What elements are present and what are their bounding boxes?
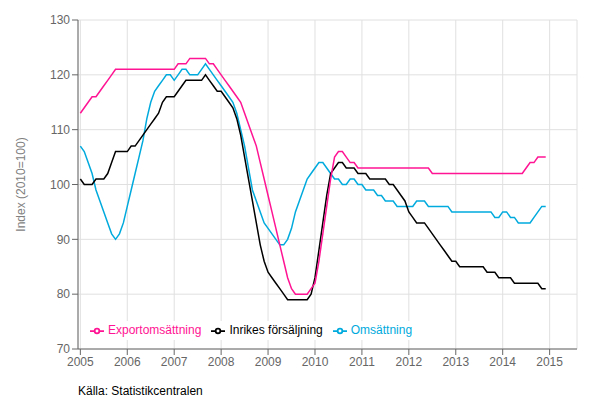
svg-text:2013: 2013 — [442, 355, 469, 369]
html-text:Exportomsättning: Exportomsättning — [108, 323, 202, 337]
svg-text:2006: 2006 — [114, 355, 141, 369]
svg-text:2012: 2012 — [395, 355, 422, 369]
svg-text:130: 130 — [50, 13, 70, 27]
svg-text:2008: 2008 — [208, 355, 235, 369]
svg-text:2011: 2011 — [349, 355, 375, 369]
svg-text:100: 100 — [50, 178, 70, 192]
svg-text:2005: 2005 — [67, 355, 94, 369]
svg-text:120: 120 — [50, 68, 70, 82]
svg-text:90: 90 — [57, 233, 71, 247]
svg-text:2015: 2015 — [536, 355, 563, 369]
html-text:Omsättning: Omsättning — [350, 323, 413, 337]
svg-text:2009: 2009 — [255, 355, 282, 369]
svg-text:2014: 2014 — [489, 355, 516, 369]
svg-text:70: 70 — [57, 342, 71, 356]
html-text:Källa: Statistikcentralen: Källa: Statistikcentralen — [78, 384, 203, 398]
svg-text:110: 110 — [51, 123, 70, 137]
svg-text:Index (2010=100): Index (2010=100) — [14, 137, 28, 231]
svg-text:2010: 2010 — [302, 355, 329, 369]
html-text:Inrikes försäljning: Inrikes försäljning — [229, 323, 323, 337]
svg-text:80: 80 — [57, 287, 71, 301]
svg-text:2007: 2007 — [161, 355, 188, 369]
